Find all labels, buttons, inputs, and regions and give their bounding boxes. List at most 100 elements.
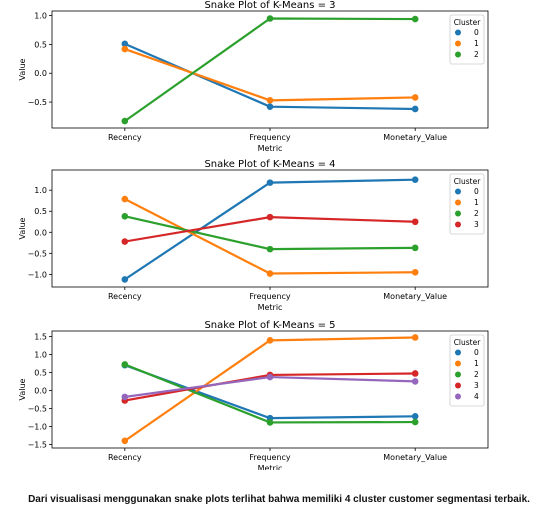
data-point-cluster-1 <box>266 337 274 344</box>
y-tick-label: −1.0 <box>28 422 47 431</box>
plot-frame <box>51 10 489 129</box>
caption-text: Dari visualisasi menggunakan snake plots… <box>28 494 530 505</box>
legend-label: 4 <box>474 392 479 401</box>
y-tick-label: 0.0 <box>34 386 47 395</box>
series-line-cluster-1 <box>124 198 416 275</box>
y-tick-label: −0.5 <box>28 404 47 413</box>
legend-label: 2 <box>474 50 479 59</box>
y-axis-label: Value <box>18 378 27 400</box>
legend-marker <box>455 51 461 58</box>
legend-marker <box>455 221 461 228</box>
x-tick-label: Frequency <box>249 292 291 301</box>
legend-marker <box>455 29 461 36</box>
data-point-cluster-2 <box>121 117 129 125</box>
data-point-cluster-2 <box>411 244 419 252</box>
y-tick-label: 1.0 <box>34 186 47 195</box>
legend-label: 0 <box>474 348 479 357</box>
y-tick-label: −0.5 <box>28 249 47 258</box>
y-tick-label: 0.5 <box>34 40 47 49</box>
x-tick-label: Monetary_Value <box>383 292 447 301</box>
data-point-cluster-1 <box>411 334 419 341</box>
chart-title: Snake Plot of K-Means = 5 <box>204 320 335 331</box>
data-point-cluster-1 <box>411 94 419 101</box>
y-axis-label: Value <box>18 217 27 239</box>
data-point-cluster-2 <box>266 419 274 426</box>
x-tick-label: Monetary_Value <box>383 133 447 142</box>
chart-2: Snake Plot of K-Means = 4 1.0 0.5 0.0 −0.5 −1… <box>18 159 489 312</box>
data-point-cluster-4 <box>411 378 419 385</box>
chart-title: Snake Plot of K-Means = 3 <box>204 0 335 11</box>
data-point-cluster-0 <box>121 276 129 283</box>
data-point-cluster-2 <box>411 418 419 426</box>
y-tick-label: −1.0 <box>28 270 47 279</box>
data-point-cluster-0 <box>411 105 419 113</box>
data-point-cluster-1 <box>411 268 419 276</box>
y-axis-label: Value <box>18 58 27 80</box>
x-tick-label: Recency <box>108 292 142 301</box>
legend-title: Cluster <box>454 338 482 347</box>
legend-marker <box>455 199 461 206</box>
legend-marker <box>455 349 461 356</box>
legend-marker <box>455 382 461 389</box>
data-point-cluster-2 <box>411 15 419 23</box>
y-tick-label: 0.0 <box>34 69 47 78</box>
x-axis-label: Metric <box>258 464 283 470</box>
y-tick-label: 0.5 <box>34 368 47 377</box>
plot-frame <box>51 169 489 288</box>
data-point-cluster-1 <box>121 437 129 445</box>
series-line-cluster-1 <box>124 48 416 102</box>
snake-plots-figure: Snake Plot of K-Means = 3 1.0 0.5 0.0 −0.5 Re… <box>18 0 489 470</box>
legend-label: 3 <box>474 220 479 229</box>
legend-title: Cluster <box>454 18 482 27</box>
data-point-cluster-2 <box>266 245 274 253</box>
legend-label: 2 <box>474 209 479 218</box>
x-tick-label: Frequency <box>249 453 291 462</box>
x-tick-label: Recency <box>108 453 142 462</box>
legend-marker <box>455 40 461 47</box>
data-point-cluster-0 <box>121 40 129 48</box>
data-point-cluster-1 <box>121 45 129 53</box>
x-axis-label: Metric <box>258 144 283 153</box>
data-point-cluster-3 <box>411 218 419 226</box>
x-tick-label: Frequency <box>249 133 291 142</box>
y-tick-label: 0.5 <box>34 207 47 216</box>
data-point-cluster-2 <box>121 361 129 368</box>
data-point-cluster-0 <box>411 176 419 183</box>
data-point-cluster-4 <box>121 393 129 401</box>
y-tick-label: −0.5 <box>28 98 47 107</box>
legend-label: 1 <box>474 39 479 48</box>
legend-label: 1 <box>474 198 479 207</box>
data-point-cluster-2 <box>121 212 129 220</box>
legend-label: 2 <box>474 370 479 379</box>
legend-marker <box>455 360 461 367</box>
legend-label: 0 <box>474 28 479 37</box>
data-point-cluster-3 <box>266 213 274 221</box>
data-point-cluster-3 <box>121 238 129 245</box>
legend-marker <box>455 188 461 195</box>
data-point-cluster-4 <box>266 373 274 381</box>
y-tick-label: −1.5 <box>28 440 47 449</box>
chart-3: Snake Plot of K-Means = 5 1.5 1.0 0.5 0.0 −0.… <box>18 320 489 470</box>
x-tick-label: Recency <box>108 133 142 142</box>
data-point-cluster-2 <box>266 15 274 22</box>
legend-marker <box>455 393 461 400</box>
legend-label: 3 <box>474 381 479 390</box>
y-tick-label: 0.0 <box>34 228 47 237</box>
data-point-cluster-3 <box>411 370 419 377</box>
data-point-cluster-0 <box>411 413 419 420</box>
chart-1: Snake Plot of K-Means = 3 1.0 0.5 0.0 −0.5 Re… <box>18 0 489 153</box>
legend-label: 1 <box>474 359 479 368</box>
data-point-cluster-1 <box>266 97 274 104</box>
data-point-cluster-1 <box>266 270 274 277</box>
legend-title: Cluster <box>454 177 482 186</box>
legend-label: 0 <box>474 187 479 196</box>
chart-title: Snake Plot of K-Means = 4 <box>204 159 335 170</box>
data-point-cluster-1 <box>121 195 129 203</box>
data-point-cluster-0 <box>266 103 274 110</box>
series-line-cluster-0 <box>124 178 416 281</box>
y-tick-label: 1.5 <box>34 332 47 341</box>
x-axis-label: Metric <box>258 303 283 312</box>
y-tick-label: 1.0 <box>34 350 47 359</box>
legend-marker <box>455 210 461 217</box>
x-tick-label: Monetary_Value <box>383 453 447 462</box>
